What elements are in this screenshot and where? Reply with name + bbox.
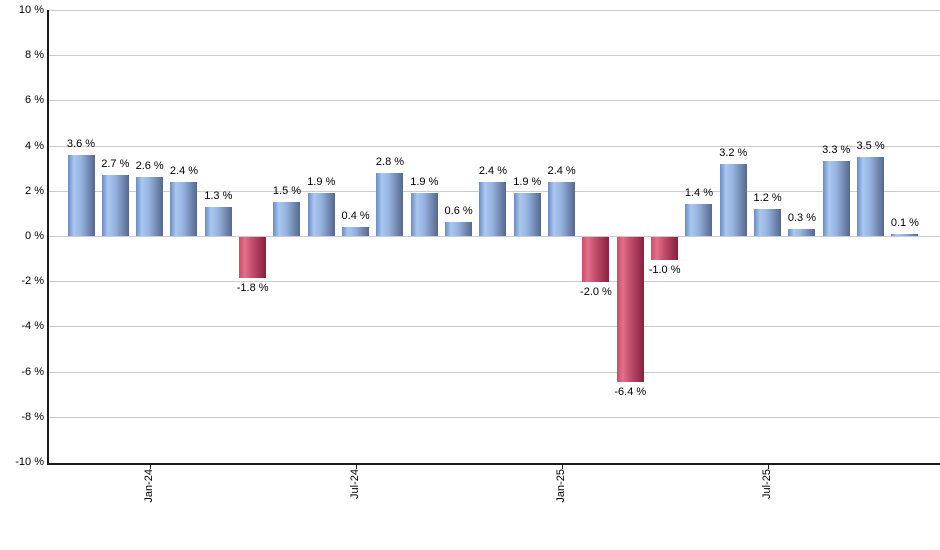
y-axis-tick-label: -6 % bbox=[21, 365, 44, 378]
bar-value-label: -6.4 % bbox=[614, 385, 647, 398]
x-axis-line bbox=[47, 463, 940, 465]
x-axis-tick bbox=[149, 463, 151, 469]
bar[interactable] bbox=[857, 156, 885, 236]
bar[interactable] bbox=[479, 181, 507, 236]
bar-value-label: 2.4 % bbox=[478, 164, 508, 177]
bar[interactable] bbox=[822, 161, 850, 236]
gridline bbox=[49, 10, 940, 11]
bar[interactable] bbox=[513, 193, 541, 236]
gridline bbox=[49, 416, 940, 418]
bar[interactable] bbox=[788, 229, 816, 236]
bar-value-label: 2.7 % bbox=[101, 157, 130, 170]
gridline bbox=[49, 326, 940, 328]
bar-value-label: 1.4 % bbox=[684, 187, 714, 200]
y-axis-tick-label: -4 % bbox=[21, 320, 44, 333]
bar[interactable] bbox=[754, 208, 782, 236]
y-axis-tick-label: 0 % bbox=[25, 230, 44, 242]
y-axis-tick-label: 10 % bbox=[18, 4, 44, 16]
gridline bbox=[49, 145, 940, 147]
bar-value-label: 1.9 % bbox=[513, 176, 542, 189]
bar[interactable] bbox=[582, 237, 610, 283]
gridline bbox=[49, 236, 940, 237]
bar-value-label: 3.6 % bbox=[66, 137, 96, 150]
bar[interactable] bbox=[307, 193, 335, 236]
bar-value-label: 1.5 % bbox=[272, 185, 302, 198]
bar[interactable] bbox=[239, 237, 267, 278]
bar[interactable] bbox=[651, 237, 679, 260]
bar-value-label: 0.3 % bbox=[787, 212, 816, 225]
bar[interactable] bbox=[136, 177, 164, 236]
gridline bbox=[49, 55, 940, 57]
bar-value-label: -1.0 % bbox=[648, 263, 681, 276]
bar[interactable] bbox=[410, 193, 438, 236]
y-axis-tick-label: -2 % bbox=[21, 275, 44, 288]
bar-value-label: 2.4 % bbox=[547, 164, 576, 177]
y-axis-line bbox=[47, 10, 49, 465]
bar-value-label: 3.3 % bbox=[822, 144, 851, 157]
bar[interactable] bbox=[548, 181, 576, 236]
bar[interactable] bbox=[719, 163, 747, 236]
bar-value-label: 2.6 % bbox=[135, 160, 164, 173]
bar[interactable] bbox=[616, 237, 644, 382]
x-axis-tick bbox=[767, 463, 769, 469]
bar-value-label: 1.2 % bbox=[753, 191, 782, 204]
bar[interactable] bbox=[685, 204, 713, 236]
bar[interactable] bbox=[376, 172, 404, 236]
y-axis-tick-label: 6 % bbox=[25, 94, 44, 107]
gridline bbox=[49, 371, 940, 373]
bar[interactable] bbox=[67, 154, 95, 236]
x-axis-tick-label: Jan-24 bbox=[142, 469, 155, 503]
x-axis-tick-label: Jul-25 bbox=[760, 469, 773, 499]
bar-value-label: 1.3 % bbox=[204, 189, 233, 202]
bar[interactable] bbox=[891, 233, 919, 236]
x-axis-tick bbox=[561, 463, 563, 469]
bar[interactable] bbox=[101, 174, 129, 236]
bar-value-label: 3.5 % bbox=[856, 139, 885, 152]
x-axis-tick-label: Jan-25 bbox=[554, 469, 567, 503]
x-axis-tick bbox=[355, 463, 357, 469]
bar-value-label: 2.8 % bbox=[375, 155, 405, 168]
y-axis-tick-label: 4 % bbox=[25, 139, 44, 152]
y-axis-tick-label: -8 % bbox=[21, 410, 44, 423]
bar[interactable] bbox=[170, 181, 198, 236]
y-axis-tick-label: -10 % bbox=[15, 456, 44, 468]
bar-value-label: 0.4 % bbox=[341, 209, 370, 222]
bar[interactable] bbox=[204, 206, 232, 236]
bar-value-label: 0.6 % bbox=[444, 205, 473, 218]
y-axis-tick-label: 2 % bbox=[25, 184, 44, 197]
x-axis-tick-label: Jul-24 bbox=[348, 469, 361, 499]
bar-value-label: -1.8 % bbox=[236, 281, 269, 294]
bar-value-label: 1.9 % bbox=[307, 176, 336, 189]
bar[interactable] bbox=[342, 226, 370, 236]
bar-value-label: 1.9 % bbox=[410, 176, 439, 189]
bar-value-label: 0.1 % bbox=[890, 216, 919, 229]
gridline bbox=[49, 100, 940, 102]
bar[interactable] bbox=[445, 222, 473, 236]
gridline bbox=[49, 281, 940, 283]
y-axis-tick-label: 8 % bbox=[25, 49, 44, 62]
bar-value-label: 2.4 % bbox=[169, 164, 199, 177]
bar[interactable] bbox=[273, 202, 301, 236]
bar-value-label: -2.0 % bbox=[580, 286, 612, 299]
bar-value-label: 3.2 % bbox=[719, 146, 748, 159]
